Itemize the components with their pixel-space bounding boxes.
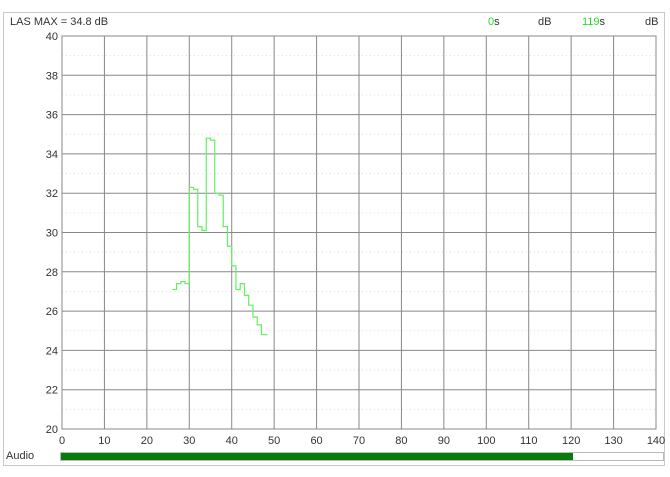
- x-tick-label: 0: [59, 435, 65, 447]
- x-tick-label: 130: [604, 435, 622, 447]
- meter-panel: [3, 12, 665, 466]
- x-tick-label: 90: [438, 435, 450, 447]
- y-tick-label: 22: [46, 385, 58, 397]
- x-tick-label: 120: [562, 435, 580, 447]
- y-tick-label: 20: [46, 424, 58, 436]
- cursor2-db: dB: [645, 16, 659, 28]
- audio-progress-bar[interactable]: [60, 452, 664, 461]
- audio-progress-fill: [61, 453, 573, 460]
- x-tick-label: 60: [310, 435, 322, 447]
- x-tick-label: 10: [98, 435, 110, 447]
- cursor1-db: dB: [538, 16, 552, 28]
- x-tick-label: 110: [520, 435, 538, 447]
- y-tick-label: 30: [46, 228, 58, 240]
- x-tick-label: 100: [477, 435, 495, 447]
- x-tick-label: 50: [268, 435, 280, 447]
- x-tick-label: 40: [226, 435, 238, 447]
- y-tick-label: 28: [46, 267, 58, 279]
- cursor1-time: 0s: [488, 16, 500, 28]
- cursor1-value: 0: [488, 16, 495, 28]
- level-trace: [172, 137, 268, 336]
- y-tick-label: 34: [46, 149, 58, 161]
- x-tick-label: 20: [141, 435, 153, 447]
- y-tick-label: 36: [46, 110, 58, 122]
- x-tick-label: 70: [353, 435, 365, 447]
- cursor2-unit: s: [599, 16, 606, 28]
- audio-label: Audio: [6, 450, 35, 462]
- cursor2-value: 119: [582, 16, 600, 28]
- y-tick-label: 38: [46, 70, 58, 82]
- x-tick-label: 140: [647, 435, 665, 447]
- y-tick-label: 24: [46, 345, 58, 357]
- cursor2-time: 119s: [582, 16, 605, 28]
- y-tick-label: 26: [46, 306, 58, 318]
- y-tick-label: 32: [46, 188, 58, 200]
- y-tick-label: 40: [46, 31, 58, 43]
- x-tick-label: 30: [183, 435, 195, 447]
- x-tick-label: 80: [395, 435, 407, 447]
- cursor1-unit: s: [494, 16, 500, 28]
- las-max-label: LAS MAX = 34.8 dB: [10, 16, 109, 28]
